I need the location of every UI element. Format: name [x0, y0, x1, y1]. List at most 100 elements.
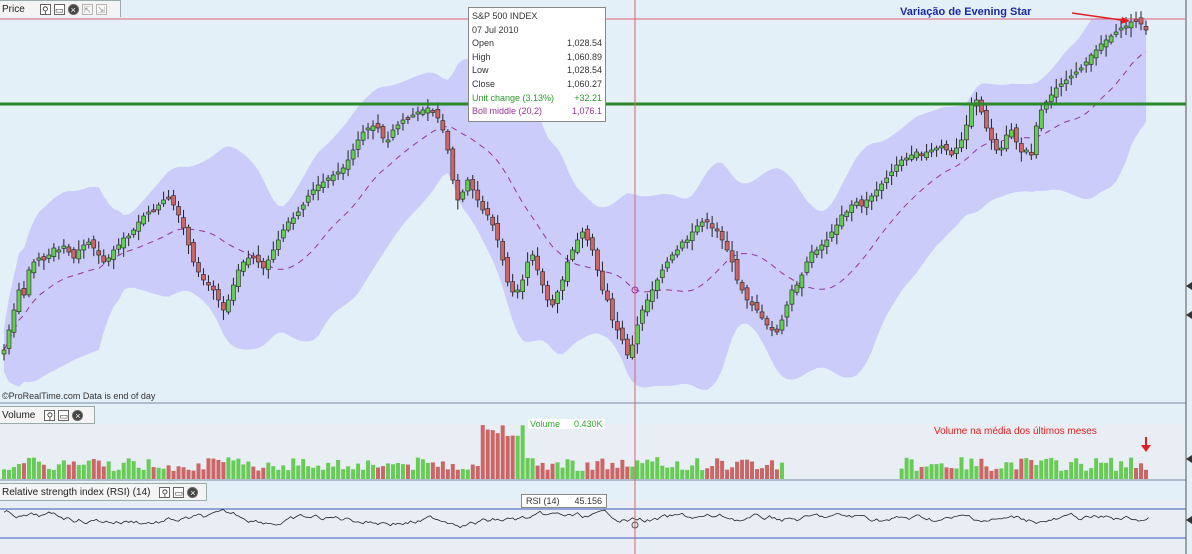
- volume-bar: [520, 425, 525, 479]
- volume-bar: [41, 464, 46, 479]
- candle-body: [844, 211, 850, 217]
- volume-bar: [560, 467, 565, 479]
- tooltip-row-low: Low 1,028.54: [472, 65, 602, 76]
- volume-bar: [949, 468, 954, 479]
- candle-body: [1058, 83, 1064, 87]
- price-axis-marker: [1186, 282, 1192, 290]
- candle-body: [226, 299, 231, 313]
- price-axis-marker-2: [1186, 311, 1192, 319]
- rsi-axis-marker: [1186, 516, 1192, 524]
- volume-bar: [251, 466, 256, 479]
- candle-body: [91, 239, 97, 249]
- candle-body: [395, 124, 401, 130]
- candle-body: [894, 164, 899, 172]
- volume-bar: [540, 462, 545, 479]
- candle-body: [605, 290, 610, 301]
- candle-body: [724, 240, 730, 251]
- wrench-icon[interactable]: ⚲: [44, 409, 56, 421]
- volume-bar: [321, 469, 326, 479]
- volume-bar: [46, 468, 51, 479]
- candle-body: [694, 225, 700, 233]
- volume-bar: [1034, 465, 1039, 479]
- candle-body: [350, 149, 356, 160]
- volume-bar: [1104, 462, 1109, 479]
- candle-body: [949, 150, 954, 156]
- candle-body: [151, 209, 156, 213]
- close-icon[interactable]: ×: [187, 486, 199, 498]
- candle-body: [290, 217, 296, 224]
- volume-bar: [51, 469, 56, 479]
- volume-bar: [261, 467, 266, 479]
- volume-bar: [730, 467, 735, 479]
- window-icon[interactable]: ▭: [53, 3, 65, 15]
- volume-bar: [745, 459, 750, 479]
- volume-bar: [685, 469, 690, 479]
- candle-body: [849, 204, 855, 213]
- candle-body: [430, 110, 436, 113]
- candle-body: [1073, 71, 1079, 75]
- volume-bar: [610, 462, 615, 479]
- candle-body: [1068, 75, 1074, 79]
- volume-bar: [6, 469, 11, 479]
- candle-body: [335, 171, 341, 175]
- volume-value-label: Volume 0.430K: [528, 419, 605, 429]
- candle-body: [340, 167, 346, 174]
- candle-body: [241, 261, 246, 272]
- volume-bar: [141, 469, 146, 479]
- maximize-icon[interactable]: ⇱: [81, 3, 93, 15]
- candle-body: [615, 321, 620, 331]
- volume-bar: [1139, 463, 1144, 479]
- candle-body: [854, 201, 860, 206]
- volume-bar: [81, 464, 86, 479]
- volume-bar: [979, 458, 984, 479]
- rsi-panel-bg: [0, 500, 1186, 554]
- restore-icon[interactable]: ⇲: [95, 3, 107, 15]
- volume-bar: [480, 425, 485, 479]
- candle-body: [879, 183, 884, 191]
- volume-bar: [934, 464, 939, 479]
- bollinger-middle-line: [3, 51, 1147, 351]
- candle-body: [405, 117, 411, 120]
- candle-body: [1113, 31, 1119, 35]
- volume-bar: [630, 466, 635, 479]
- volume-bar: [206, 458, 211, 479]
- volume-bar: [361, 469, 366, 479]
- volume-bar: [101, 466, 106, 479]
- candle-body: [699, 221, 705, 227]
- volume-bar: [530, 458, 535, 479]
- close-icon[interactable]: ×: [72, 409, 84, 421]
- wrench-icon[interactable]: ⚲: [159, 486, 171, 498]
- candle-body: [1123, 25, 1129, 29]
- candle-body: [565, 261, 570, 282]
- candle-body: [545, 285, 550, 301]
- volume-bar: [211, 458, 216, 479]
- volume-bar: [435, 466, 440, 479]
- candle-body: [375, 123, 381, 129]
- window-icon[interactable]: ▭: [173, 486, 185, 498]
- candle-body: [445, 130, 451, 151]
- candle-body: [266, 259, 271, 270]
- candle-body: [704, 219, 710, 223]
- close-icon[interactable]: ×: [67, 3, 79, 15]
- volume-bar: [381, 466, 386, 479]
- volume-bar: [625, 466, 630, 479]
- volume-bar: [221, 462, 226, 479]
- candle-body: [295, 211, 301, 216]
- volume-bar: [1024, 458, 1029, 479]
- candle-body: [1033, 125, 1039, 156]
- volume-bar: [769, 460, 774, 479]
- volume-bar: [186, 469, 191, 479]
- volume-bar: [26, 457, 31, 479]
- volume-bar: [585, 462, 590, 479]
- volume-bar: [510, 435, 515, 479]
- window-icon[interactable]: ▭: [58, 409, 70, 421]
- volume-bar: [725, 469, 730, 479]
- wrench-icon[interactable]: ⚲: [39, 3, 51, 15]
- crosshair-marker: [631, 286, 639, 294]
- volume-bar: [415, 457, 420, 479]
- volume-bar: [740, 459, 745, 479]
- candle-body: [76, 249, 82, 260]
- volume-bar: [1124, 467, 1129, 479]
- candle-body: [181, 217, 186, 229]
